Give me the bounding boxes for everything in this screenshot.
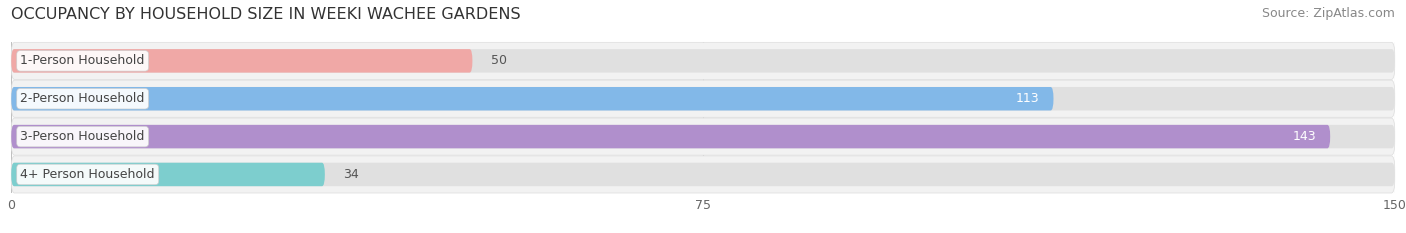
- FancyBboxPatch shape: [11, 125, 1330, 148]
- FancyBboxPatch shape: [11, 163, 1395, 186]
- FancyBboxPatch shape: [11, 163, 325, 186]
- FancyBboxPatch shape: [11, 42, 1395, 79]
- Text: 143: 143: [1292, 130, 1316, 143]
- FancyBboxPatch shape: [11, 49, 472, 73]
- Text: 4+ Person Household: 4+ Person Household: [21, 168, 155, 181]
- Text: Source: ZipAtlas.com: Source: ZipAtlas.com: [1261, 7, 1395, 20]
- Text: 34: 34: [343, 168, 359, 181]
- FancyBboxPatch shape: [11, 49, 1395, 73]
- FancyBboxPatch shape: [11, 125, 1395, 148]
- Text: 113: 113: [1017, 92, 1039, 105]
- FancyBboxPatch shape: [11, 156, 1395, 193]
- Text: 2-Person Household: 2-Person Household: [21, 92, 145, 105]
- Text: 1-Person Household: 1-Person Household: [21, 54, 145, 67]
- FancyBboxPatch shape: [11, 118, 1395, 155]
- FancyBboxPatch shape: [11, 87, 1053, 110]
- FancyBboxPatch shape: [11, 80, 1395, 117]
- Text: 50: 50: [491, 54, 506, 67]
- FancyBboxPatch shape: [11, 87, 1395, 110]
- Text: 3-Person Household: 3-Person Household: [21, 130, 145, 143]
- Text: OCCUPANCY BY HOUSEHOLD SIZE IN WEEKI WACHEE GARDENS: OCCUPANCY BY HOUSEHOLD SIZE IN WEEKI WAC…: [11, 7, 520, 22]
